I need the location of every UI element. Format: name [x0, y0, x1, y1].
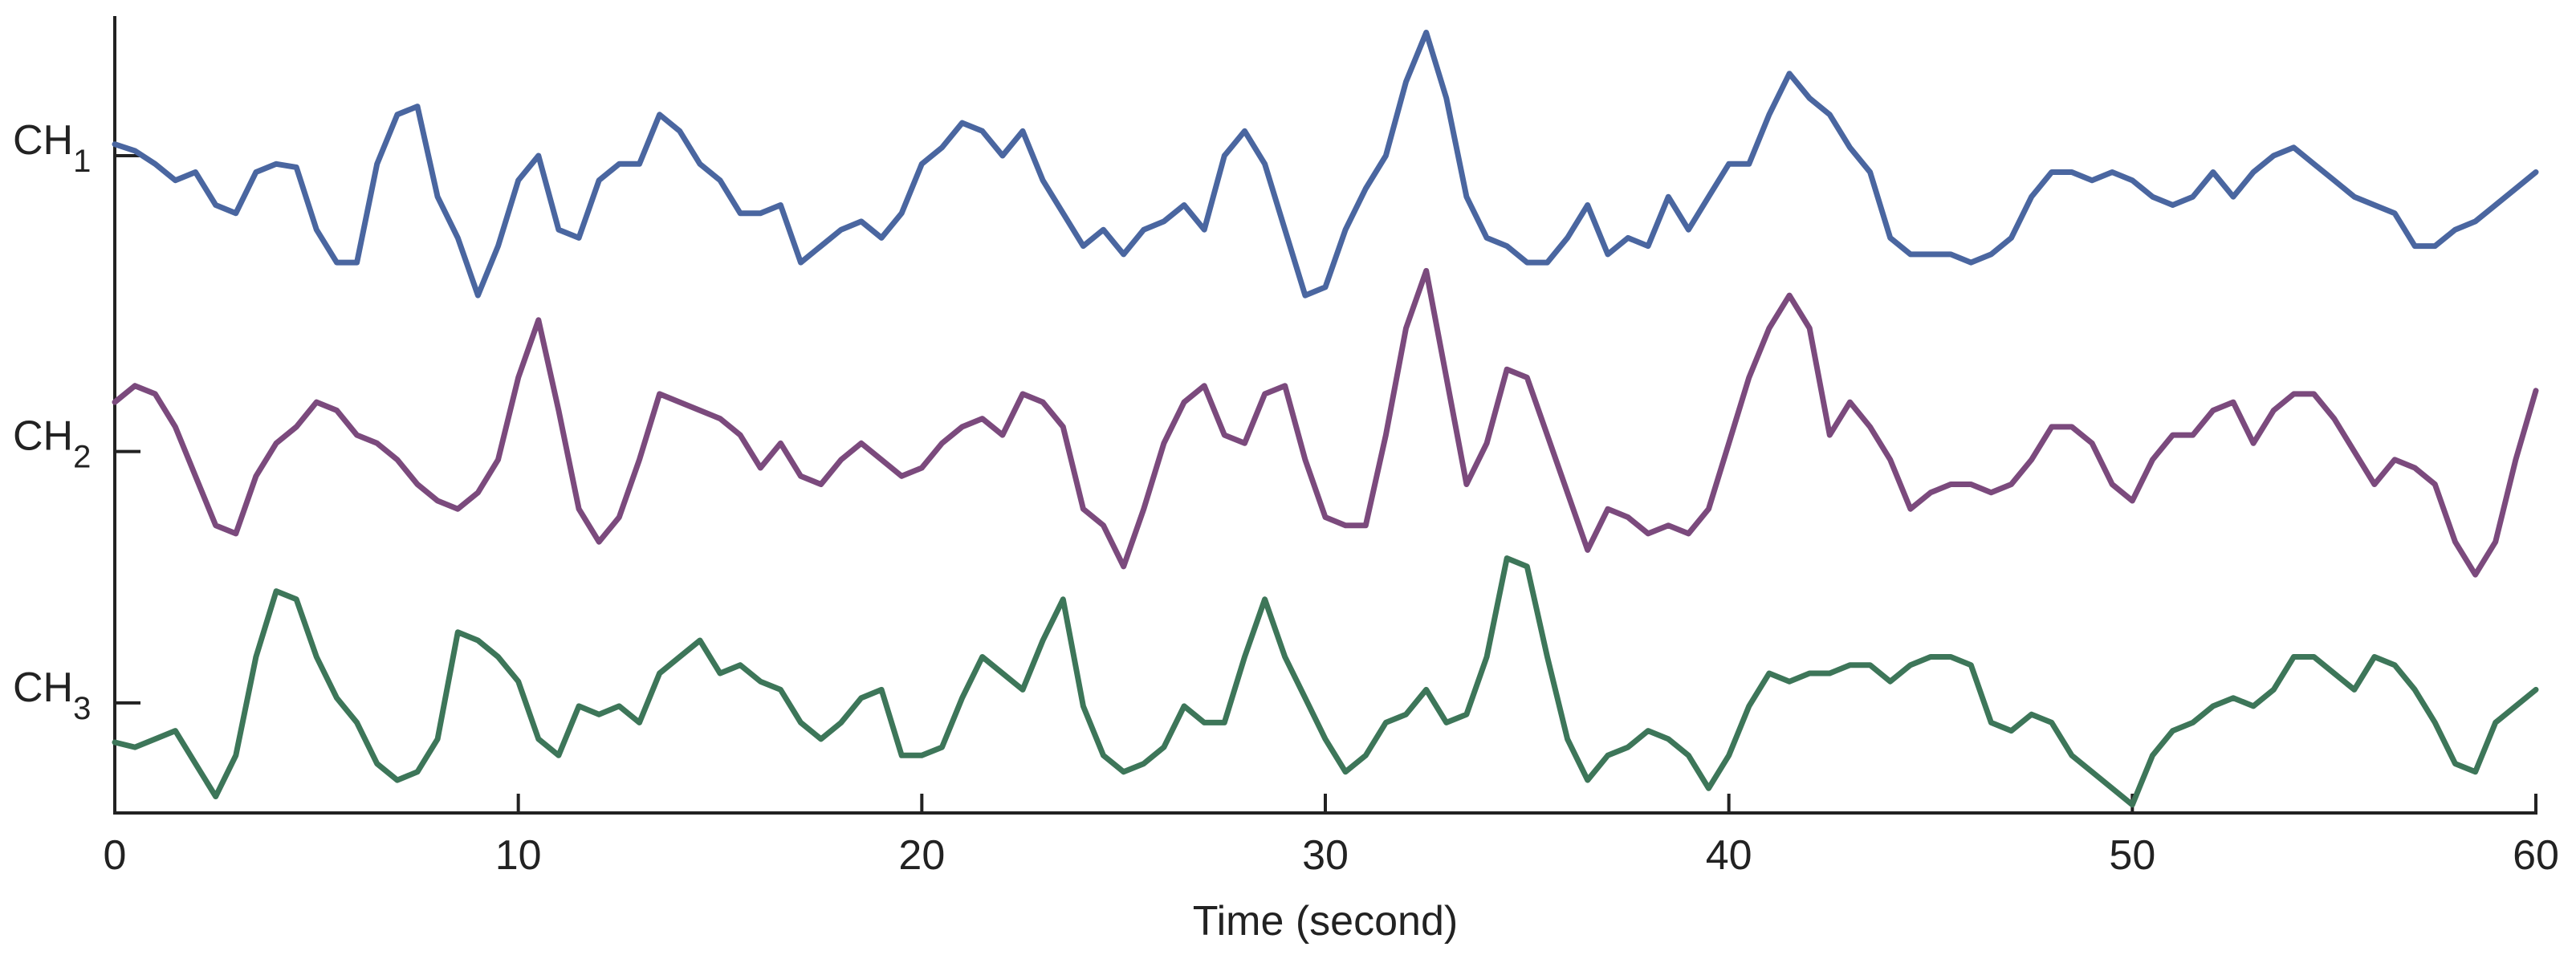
series-line [112, 267, 2539, 578]
x-tick-label: 10 [495, 832, 542, 879]
series-line [112, 555, 2539, 808]
x-tick-label: 60 [2513, 832, 2559, 879]
x-tick-label: 50 [2109, 832, 2155, 879]
y-tick-label: CH3 [13, 664, 91, 726]
x-axis-label: Time (second) [1193, 898, 1458, 945]
x-tick-label: 30 [1302, 832, 1349, 879]
x-tick-label: 40 [1706, 832, 1752, 879]
series-line [112, 30, 2539, 299]
y-tick-label: CH1 [13, 117, 91, 179]
x-tick-label: 20 [898, 832, 945, 879]
x-tick-label: 0 [104, 832, 127, 879]
y-tick-label: CH2 [13, 413, 91, 475]
